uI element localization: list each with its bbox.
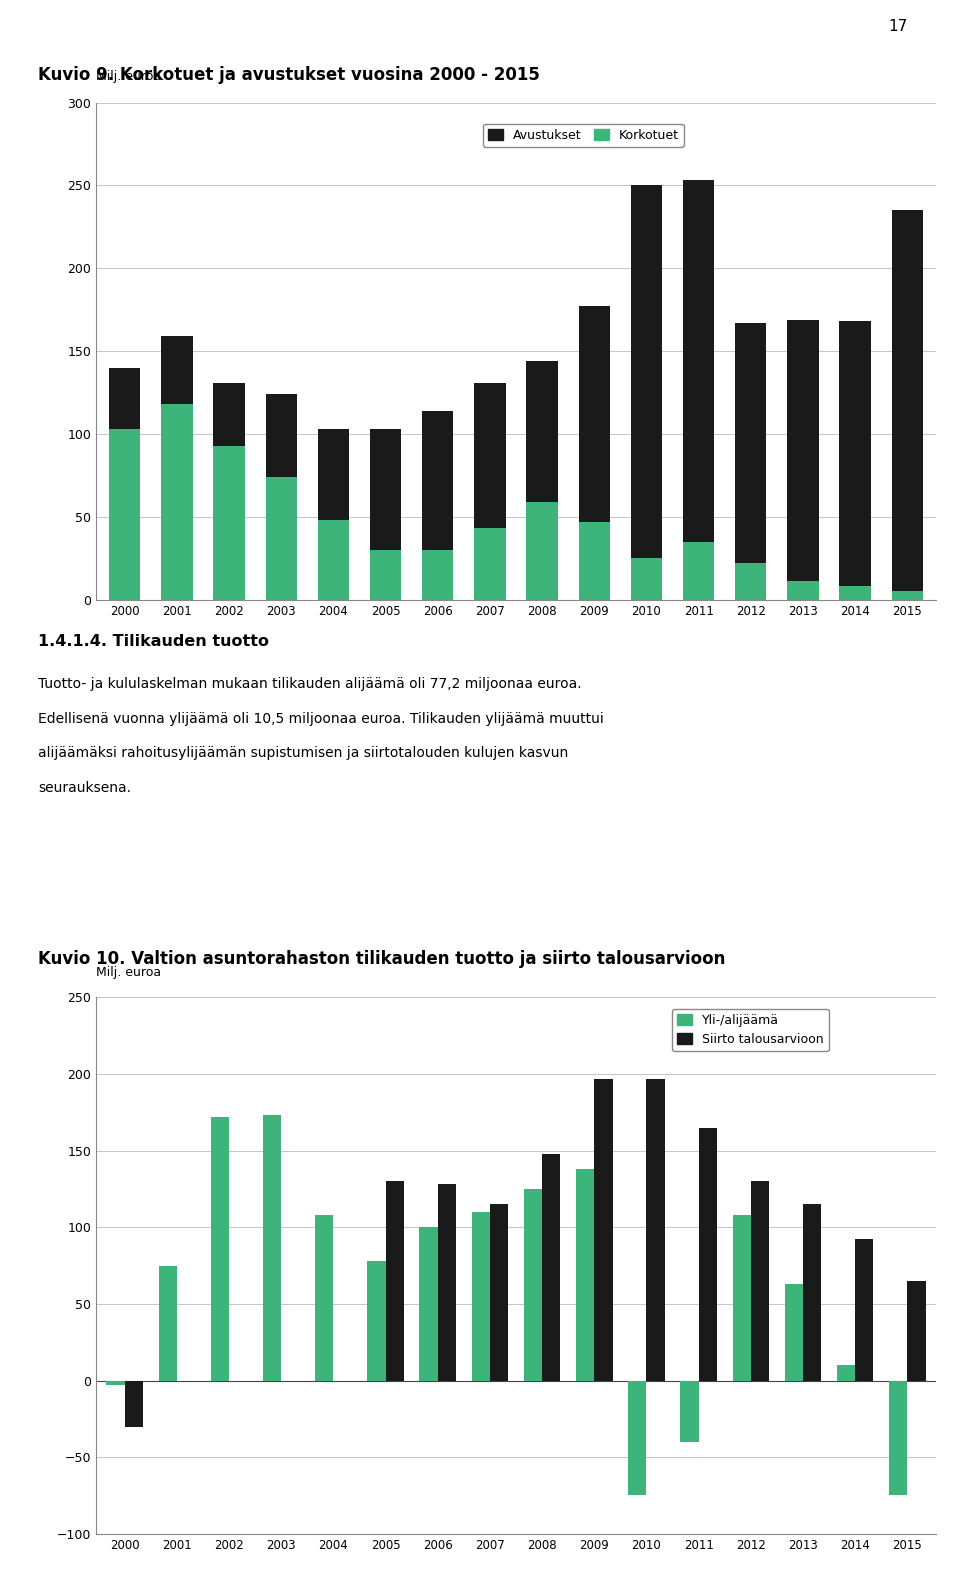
Bar bbox=[751, 1182, 769, 1381]
Bar bbox=[579, 306, 610, 522]
Bar bbox=[594, 1078, 612, 1381]
Bar bbox=[315, 1215, 333, 1381]
Bar bbox=[907, 1281, 925, 1381]
Text: Kuvio 10. Valtion asuntorahaston tilikauden tuotto ja siirto talousarvioon: Kuvio 10. Valtion asuntorahaston tilikau… bbox=[38, 950, 726, 967]
Bar bbox=[161, 404, 193, 600]
Bar bbox=[787, 581, 819, 600]
Bar bbox=[420, 1228, 438, 1381]
Text: Milj. euroa: Milj. euroa bbox=[96, 69, 161, 82]
Bar bbox=[161, 336, 193, 404]
Bar bbox=[683, 541, 714, 600]
Text: Edellisenä vuonna ylijäämä oli 10,5 miljoonaa euroa. Tilikauden ylijäämä muuttui: Edellisenä vuonna ylijäämä oli 10,5 milj… bbox=[38, 712, 604, 726]
Bar bbox=[109, 429, 140, 600]
Bar bbox=[803, 1204, 821, 1381]
Bar bbox=[370, 551, 401, 600]
Bar bbox=[524, 1188, 542, 1381]
Bar bbox=[107, 1381, 125, 1385]
Bar bbox=[386, 1182, 404, 1381]
Bar bbox=[526, 361, 558, 502]
Bar bbox=[631, 559, 662, 600]
Bar bbox=[158, 1266, 177, 1381]
Text: 1.4.1.4. Tilikauden tuotto: 1.4.1.4. Tilikauden tuotto bbox=[38, 634, 270, 650]
Text: Milj. euroa: Milj. euroa bbox=[96, 966, 161, 978]
Bar bbox=[699, 1128, 717, 1381]
Bar bbox=[542, 1154, 561, 1381]
Bar bbox=[892, 592, 923, 600]
Bar bbox=[735, 563, 766, 600]
Bar bbox=[422, 410, 453, 551]
Bar bbox=[490, 1204, 508, 1381]
Bar bbox=[422, 551, 453, 600]
Bar bbox=[125, 1381, 143, 1427]
Bar bbox=[526, 502, 558, 600]
Bar bbox=[266, 477, 297, 600]
Bar bbox=[318, 521, 349, 600]
Bar bbox=[213, 382, 245, 445]
Bar bbox=[263, 1116, 281, 1381]
Bar bbox=[837, 1365, 855, 1381]
Bar bbox=[631, 186, 662, 559]
Bar bbox=[318, 429, 349, 521]
Bar bbox=[839, 587, 871, 600]
Bar bbox=[471, 1212, 490, 1381]
Bar bbox=[889, 1381, 907, 1496]
Bar bbox=[784, 1284, 803, 1381]
Bar bbox=[213, 445, 245, 600]
Bar bbox=[681, 1381, 699, 1442]
Bar bbox=[579, 522, 610, 600]
Bar bbox=[474, 529, 506, 600]
Legend: Avustukset, Korkotuet: Avustukset, Korkotuet bbox=[483, 123, 684, 147]
Bar bbox=[368, 1261, 386, 1381]
Bar bbox=[266, 394, 297, 477]
Text: Tuotto- ja kululaskelman mukaan tilikauden alijäämä oli 77,2 miljoonaa euroa.: Tuotto- ja kululaskelman mukaan tilikaud… bbox=[38, 677, 582, 691]
Bar bbox=[855, 1239, 874, 1381]
Legend: Yli-/alijäämä, Siirto talousarvioon: Yli-/alijäämä, Siirto talousarvioon bbox=[672, 1008, 828, 1051]
Bar bbox=[839, 322, 871, 587]
Text: Kuvio 9. Korkotuet ja avustukset vuosina 2000 - 2015: Kuvio 9. Korkotuet ja avustukset vuosina… bbox=[38, 66, 540, 84]
Bar bbox=[211, 1117, 229, 1381]
Bar bbox=[646, 1078, 664, 1381]
Bar bbox=[628, 1381, 646, 1496]
Text: 17: 17 bbox=[888, 19, 907, 35]
Bar bbox=[474, 382, 506, 529]
Bar bbox=[892, 210, 923, 592]
Text: alijäämäksi rahoitusylijäämän supistumisen ja siirtotalouden kulujen kasvun: alijäämäksi rahoitusylijäämän supistumis… bbox=[38, 746, 568, 761]
Bar bbox=[787, 320, 819, 581]
Bar bbox=[732, 1215, 751, 1381]
Text: seurauksena.: seurauksena. bbox=[38, 781, 132, 795]
Bar bbox=[438, 1185, 456, 1381]
Bar bbox=[370, 429, 401, 551]
Bar bbox=[109, 368, 140, 429]
Bar bbox=[735, 323, 766, 563]
Bar bbox=[683, 180, 714, 541]
Bar bbox=[576, 1169, 594, 1381]
